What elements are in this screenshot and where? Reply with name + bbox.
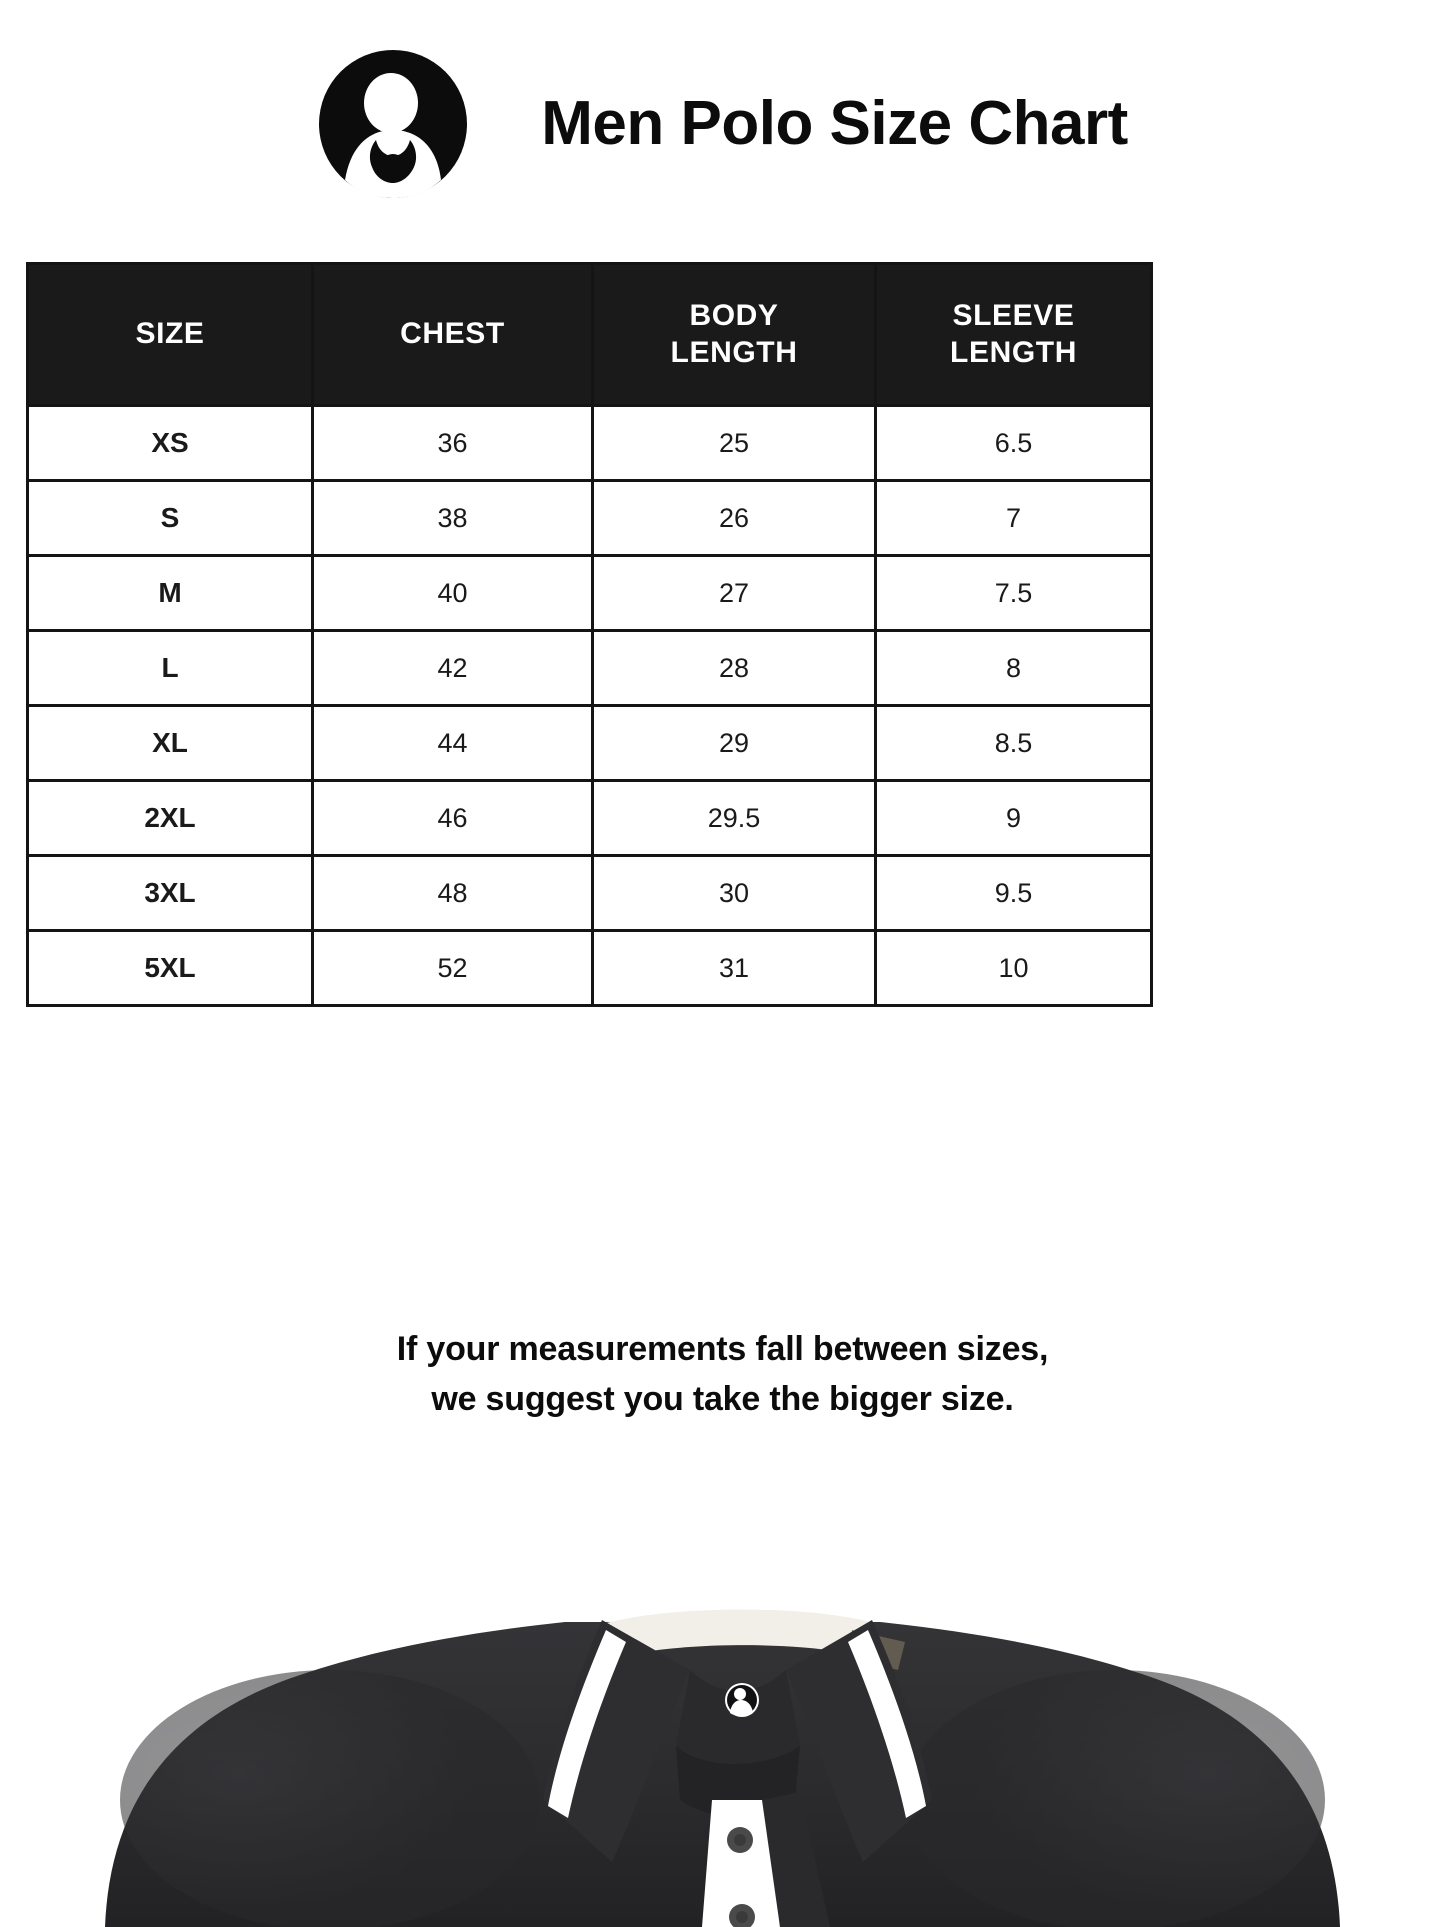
table-row: 2XL 46 29.5 9 bbox=[26, 779, 1153, 857]
column-header-body-length-line1: BODY bbox=[689, 298, 779, 332]
table-row: 5XL 52 31 10 bbox=[26, 929, 1153, 1007]
cell-sleeve-length: 8.5 bbox=[874, 704, 1153, 782]
table-row: S 38 26 7 bbox=[26, 479, 1153, 557]
cell-size: XS bbox=[26, 404, 314, 482]
table-header-row: SIZE CHEST BODY LENGTH SLEEVE LENGTH bbox=[26, 262, 1153, 407]
cell-sleeve-length: 10 bbox=[874, 929, 1153, 1007]
cell-body-length: 25 bbox=[591, 404, 877, 482]
sizing-note-line1: If your measurements fall between sizes, bbox=[396, 1330, 1049, 1368]
cell-size: 5XL bbox=[26, 929, 314, 1007]
cell-size: L bbox=[26, 629, 314, 707]
cell-sleeve-length: 8 bbox=[874, 629, 1153, 707]
cell-sleeve-length: 6.5 bbox=[874, 404, 1153, 482]
cell-size: 3XL bbox=[26, 854, 314, 932]
column-header-sleeve-length-line1: SLEEVE bbox=[952, 298, 1075, 332]
cell-chest: 36 bbox=[311, 404, 594, 482]
cell-body-length: 30 bbox=[591, 854, 877, 932]
table-row: M 40 27 7.5 bbox=[26, 554, 1153, 632]
cell-size: XL bbox=[26, 704, 314, 782]
column-header-sleeve-length: SLEEVE LENGTH bbox=[874, 262, 1153, 407]
sizing-note: If your measurements fall between sizes,… bbox=[0, 1324, 1445, 1425]
cell-body-length: 29 bbox=[591, 704, 877, 782]
sizing-note-line2: we suggest you take the bigger size. bbox=[431, 1380, 1014, 1419]
cell-sleeve-length: 7.5 bbox=[874, 554, 1153, 632]
cell-size: 2XL bbox=[26, 779, 314, 857]
size-table: SIZE CHEST BODY LENGTH SLEEVE LENGTH bbox=[26, 262, 1153, 1007]
cell-body-length: 28 bbox=[591, 629, 877, 707]
cell-body-length: 31 bbox=[591, 929, 877, 1007]
cell-sleeve-length: 9.5 bbox=[874, 854, 1153, 932]
cell-chest: 52 bbox=[311, 929, 594, 1007]
table-row: 3XL 48 30 9.5 bbox=[26, 854, 1153, 932]
cell-body-length: 26 bbox=[591, 479, 877, 557]
cell-sleeve-length: 7 bbox=[874, 479, 1153, 557]
column-header-body-length-line2: LENGTH bbox=[670, 335, 798, 369]
column-header-sleeve-length-line2: LENGTH bbox=[950, 335, 1077, 369]
person-in-circle-logo-icon bbox=[317, 48, 469, 200]
cell-size: M bbox=[26, 554, 314, 632]
column-header-chest: CHEST bbox=[311, 262, 594, 407]
cell-body-length: 27 bbox=[591, 554, 877, 632]
cell-sleeve-length: 9 bbox=[874, 779, 1153, 857]
size-table-wrapper: SIZE CHEST BODY LENGTH SLEEVE LENGTH bbox=[26, 262, 1153, 1007]
cell-chest: 46 bbox=[311, 779, 594, 857]
column-header-chest-line1: CHEST bbox=[400, 317, 505, 351]
page-title: Men Polo Size Chart bbox=[541, 89, 1128, 158]
cell-chest: 38 bbox=[311, 479, 594, 557]
table-row: L 42 28 8 bbox=[26, 629, 1153, 707]
column-header-size: SIZE bbox=[26, 262, 314, 407]
table-row: XS 36 25 6.5 bbox=[26, 404, 1153, 482]
column-header-size-line1: SIZE bbox=[135, 317, 205, 351]
cell-chest: 44 bbox=[311, 704, 594, 782]
cell-size: S bbox=[26, 479, 314, 557]
cell-body-length: 29.5 bbox=[591, 779, 877, 857]
cell-chest: 42 bbox=[311, 629, 594, 707]
table-row: XL 44 29 8.5 bbox=[26, 704, 1153, 782]
column-header-body-length: BODY LENGTH bbox=[591, 262, 877, 407]
cell-chest: 40 bbox=[311, 554, 594, 632]
page-header: Men Polo Size Chart bbox=[0, 38, 1445, 210]
cell-chest: 48 bbox=[311, 854, 594, 932]
polo-shirt-photo bbox=[0, 1470, 1445, 1927]
